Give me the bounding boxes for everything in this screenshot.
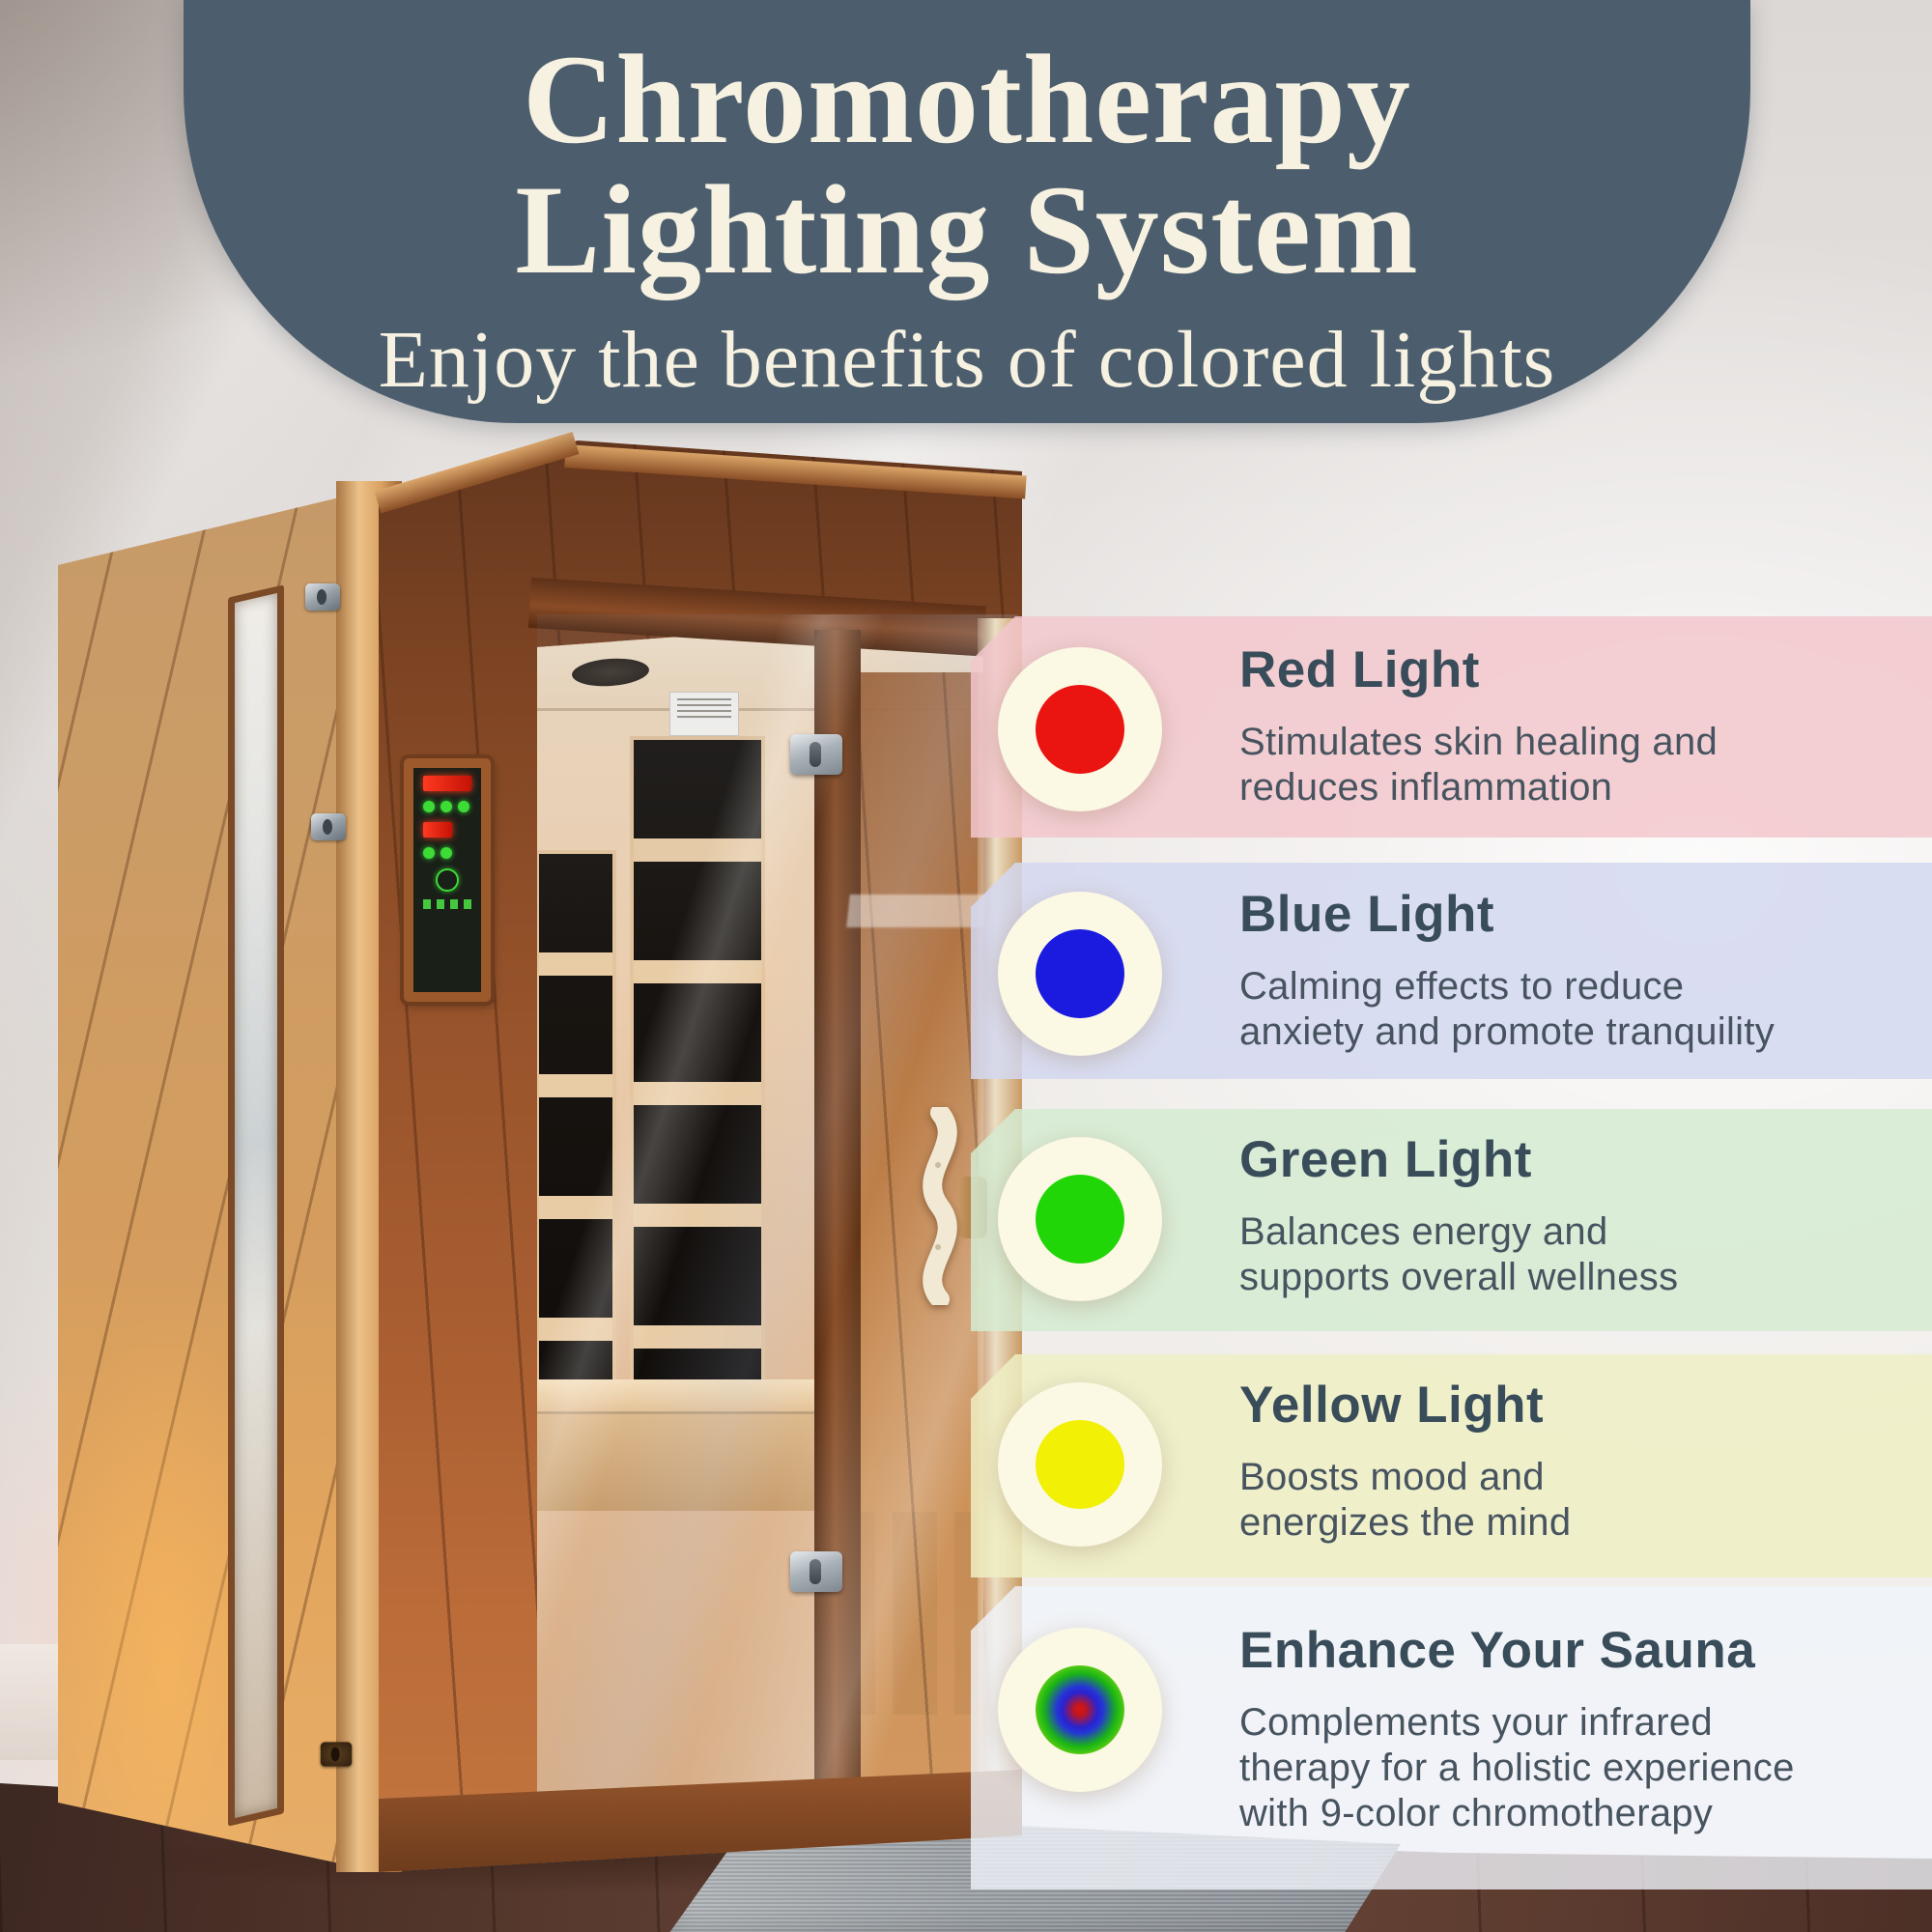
blue-light-dot-icon [998,892,1162,1056]
control-panel [404,758,491,1002]
poster-title-line1: Chromotherapy [523,28,1411,170]
sauna-interior [537,614,983,1822]
panel-latch [311,813,346,840]
yellow-light-section: Yellow Light Boosts mood and energizes t… [1239,1376,1932,1546]
green-light-section: Green Light Balances energy and supports… [1239,1130,1932,1300]
poster-subtitle: Enjoy the benefits of colored lights [378,315,1556,406]
section-heading: Blue Light [1239,886,1495,943]
door-hinge [790,1551,842,1592]
enhance-sauna-section: Enhance Your Sauna Complements your infr… [1239,1621,1932,1836]
led-display [423,776,471,791]
sauna-bench-front [537,1414,846,1511]
door-wood-stile [814,630,861,1816]
panel-latch [305,583,340,611]
control-icons [423,847,471,859]
sauna-bench [537,1379,846,1414]
caution-label [669,692,739,736]
power-button-icon [436,868,459,892]
door-handle-shape [923,1103,957,1309]
control-icons [423,801,471,812]
poster-title-line2: Lighting System [515,157,1419,300]
section-description: Stimulates skin healing and reduces infl… [1239,721,1719,809]
control-labels [423,899,471,909]
section-description: Boosts mood and energizes the mind [1239,1456,1572,1544]
yellow-light-dot-icon [998,1382,1162,1547]
multicolor-dot-icon [998,1628,1162,1792]
poster-title: Chromotherapy Lighting System [515,28,1419,300]
interior-wall-planks [844,672,983,1822]
section-description: Complements your infrared therapy for a … [1239,1701,1795,1834]
section-description: Calming effects to reduce anxiety and pr… [1239,965,1776,1053]
section-heading: Green Light [1239,1131,1532,1188]
blue-light-section: Blue Light Calming effects to reduce anx… [1239,885,1932,1055]
sauna-left-panel [58,488,380,1872]
led-display [423,822,452,838]
red-light-dot-icon [998,647,1162,811]
door-hinge [790,734,842,775]
section-heading: Enhance Your Sauna [1239,1622,1756,1679]
green-light-dot-icon [998,1137,1162,1301]
section-heading: Red Light [1239,641,1480,698]
section-heading: Yellow Light [1239,1377,1545,1434]
infrared-heater-panel [630,736,765,1509]
section-description: Balances energy and supports overall wel… [1239,1210,1679,1298]
title-banner: Chromotherapy Lighting System Enjoy the … [184,0,1750,423]
panel-latch [320,1742,353,1767]
wall-baseboard [0,1644,68,1760]
red-light-section: Red Light Stimulates skin healing and re… [1239,640,1932,810]
infrared-heater-panel [537,850,616,1478]
door-handle [906,1103,974,1309]
